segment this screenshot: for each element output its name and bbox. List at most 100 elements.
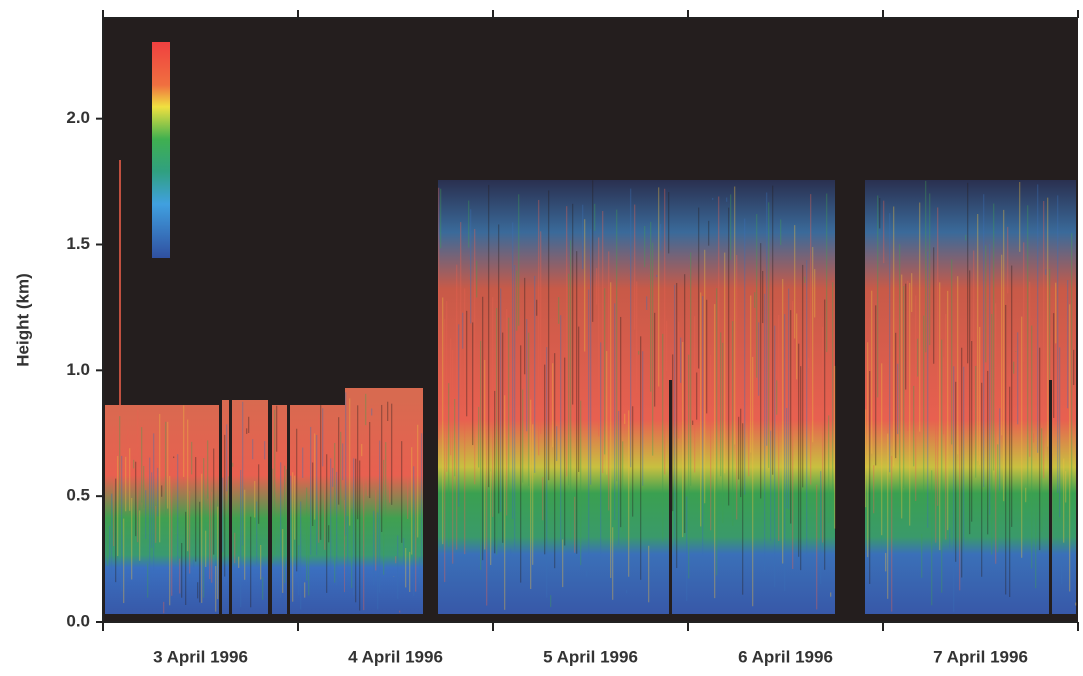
texture [686, 497, 687, 601]
texture [796, 314, 797, 380]
texture [786, 408, 787, 508]
texture [570, 240, 571, 539]
texture [217, 507, 218, 600]
texture [546, 347, 547, 598]
texture [610, 282, 611, 578]
texture [726, 197, 727, 201]
texture [266, 415, 267, 441]
texture [983, 194, 984, 487]
texture [409, 552, 410, 592]
texture [818, 526, 819, 539]
texture [419, 557, 420, 583]
texture [488, 185, 489, 487]
texture [542, 477, 543, 520]
texture [381, 405, 382, 532]
texture [155, 506, 156, 543]
texture [421, 433, 422, 562]
texture [668, 192, 669, 253]
texture [933, 247, 934, 363]
texture [969, 270, 970, 534]
texture [564, 358, 565, 546]
texture [981, 383, 982, 577]
texture [137, 409, 138, 542]
texture [534, 276, 535, 473]
texture [326, 454, 327, 593]
texture [320, 405, 321, 540]
texture [716, 288, 717, 575]
texture [660, 224, 661, 250]
y-tick-label: 0.5 [66, 486, 90, 505]
y-axis-label: Height (km) [13, 273, 32, 367]
texture [762, 271, 763, 323]
texture [734, 187, 735, 445]
texture [1065, 471, 1066, 502]
texture [292, 472, 293, 601]
texture [260, 545, 261, 579]
texture [197, 582, 198, 598]
texture [528, 333, 529, 486]
texture [1043, 201, 1044, 478]
texture [213, 449, 214, 555]
texture [764, 294, 765, 573]
gap [269, 380, 272, 616]
texture [742, 423, 743, 594]
texture [937, 207, 938, 505]
texture [640, 336, 641, 579]
texture [244, 490, 245, 580]
texture [650, 222, 651, 392]
texture [524, 278, 525, 374]
texture [111, 494, 112, 573]
texture [935, 411, 936, 543]
texture [179, 559, 180, 594]
texture [280, 462, 281, 597]
texture [153, 433, 154, 570]
texture [234, 533, 235, 563]
texture [810, 194, 811, 485]
texture [294, 476, 295, 540]
texture [536, 300, 537, 316]
texture [316, 435, 317, 555]
texture [391, 404, 392, 505]
texture [377, 512, 378, 609]
texture [440, 189, 441, 248]
texture [484, 360, 485, 550]
texture [911, 273, 912, 312]
texture [165, 422, 166, 515]
texture [302, 448, 303, 478]
texture [1029, 282, 1030, 457]
texture [708, 221, 709, 246]
texture [724, 253, 725, 474]
texture [923, 316, 924, 497]
texture [191, 442, 192, 475]
texture [674, 285, 675, 564]
texture [1057, 195, 1058, 492]
color-bar [152, 42, 170, 258]
texture [907, 281, 908, 431]
texture [300, 501, 301, 609]
texture [1063, 459, 1064, 543]
texture [1075, 603, 1076, 606]
texture [808, 358, 809, 369]
texture [1035, 510, 1036, 588]
texture [967, 183, 968, 364]
texture [338, 417, 339, 504]
texture [590, 229, 591, 485]
texture [282, 529, 283, 593]
texture [201, 474, 202, 603]
texture [540, 231, 541, 433]
texture [131, 498, 132, 580]
texture [395, 556, 396, 563]
texture [961, 348, 962, 578]
texture [167, 422, 168, 509]
texture [496, 308, 497, 555]
texture [792, 301, 793, 569]
texture [999, 408, 1000, 490]
y-tick-label: 0.0 [66, 611, 90, 630]
texture [682, 342, 683, 537]
texture [238, 557, 239, 568]
texture [917, 339, 918, 377]
texture [955, 382, 956, 562]
texture [169, 476, 170, 605]
texture [1073, 350, 1074, 385]
texture [417, 425, 418, 538]
